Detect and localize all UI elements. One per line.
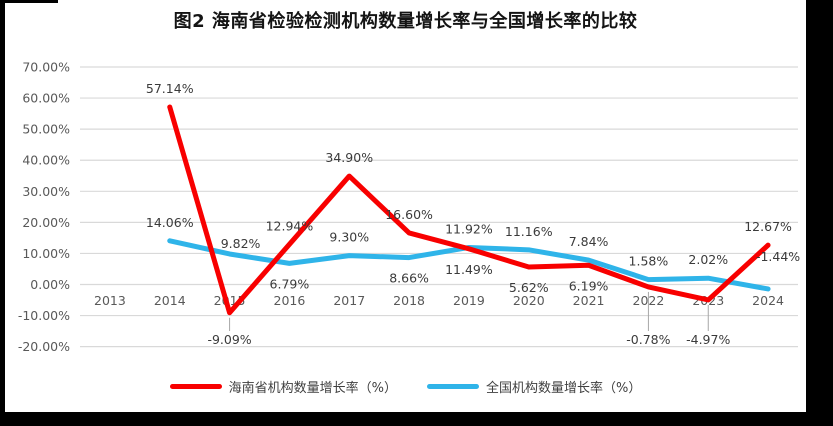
legend-item-hainan: 海南省机构数量增长率（%） — [169, 377, 397, 396]
legend-label-hainan: 海南省机构数量增长率（%） — [228, 381, 397, 396]
data-label: 14.06% — [146, 215, 194, 230]
data-label: 11.49% — [445, 262, 493, 277]
chart-title: 图2 海南省检验检测机构数量增长率与全国增长率的比较 — [173, 11, 638, 32]
data-label: 34.90% — [325, 150, 373, 165]
data-label: 11.92% — [445, 221, 493, 236]
data-label: 16.60% — [385, 207, 433, 222]
letterbox-top-left — [0, 0, 58, 3]
legend-label-national: 全国机构数量增长率（%） — [486, 381, 642, 396]
data-label: -9.09% — [207, 332, 251, 347]
x-tick-label: 2019 — [453, 293, 485, 308]
y-tick-label: 0.00% — [30, 277, 70, 292]
y-tick-label: 50.00% — [22, 122, 70, 137]
x-tick-label: 2014 — [154, 293, 186, 308]
data-label: 2.02% — [688, 252, 728, 267]
chart-panel: 图2 海南省检验检测机构数量增长率与全国增长率的比较 70.00% 60.00% 5… — [5, 0, 806, 412]
data-label: 5.62% — [509, 280, 549, 295]
y-tick-label: -10.00% — [18, 308, 70, 323]
y-tick-label: 20.00% — [22, 215, 70, 230]
chart-legend: 海南省机构数量增长率（%） 全国机构数量增长率（%） — [5, 377, 806, 396]
y-tick-label: -20.00% — [18, 339, 70, 354]
growth-chart: 70.00% 60.00% 50.00% 40.00% 30.00% 20.00% 10.0… — [18, 60, 800, 355]
y-tick-label: 70.00% — [22, 60, 70, 75]
data-label: 11.16% — [505, 224, 553, 239]
x-tick-label: 2016 — [274, 293, 306, 308]
series-line-hainan — [167, 104, 771, 316]
x-tick-label: 2013 — [94, 293, 126, 308]
x-tick-label: 2024 — [752, 293, 784, 308]
x-tick-label: 2017 — [333, 293, 365, 308]
data-label: 7.84% — [569, 234, 609, 249]
y-tick-label: 30.00% — [22, 184, 70, 199]
data-label: 9.82% — [221, 236, 261, 251]
data-label: 6.79% — [270, 276, 310, 291]
data-label: 6.19% — [569, 278, 609, 293]
data-label: -0.78% — [626, 332, 670, 347]
x-tick-label: 2020 — [513, 293, 545, 308]
x-tick-label: 2021 — [573, 293, 605, 308]
data-label: 8.66% — [389, 271, 429, 286]
data-label: 57.14% — [146, 81, 194, 96]
y-tick-label: 40.00% — [22, 153, 70, 168]
data-label: -1.44% — [756, 249, 800, 264]
national-line-swatch-icon — [427, 384, 479, 389]
data-label: 1.58% — [629, 254, 669, 269]
data-label: -4.97% — [686, 332, 730, 347]
y-tick-label: 60.00% — [22, 91, 70, 106]
data-label: 9.30% — [329, 230, 369, 245]
data-label: 12.67% — [744, 219, 792, 234]
data-label: 12.94% — [266, 218, 314, 233]
legend-item-national: 全国机构数量增长率（%） — [427, 377, 641, 396]
x-tick-label: 2018 — [393, 293, 425, 308]
hainan-line-swatch-icon — [169, 384, 222, 389]
y-tick-label: 10.00% — [22, 246, 70, 261]
